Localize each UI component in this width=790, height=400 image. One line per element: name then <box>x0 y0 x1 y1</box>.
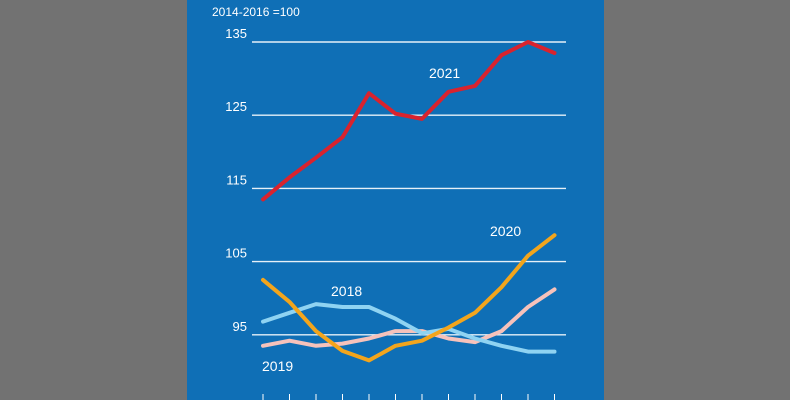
y-tick-label: 135 <box>225 26 247 41</box>
y-axis-tick-labels: 95 105 115 125 135 <box>225 26 247 334</box>
y-tick-label: 105 <box>225 246 247 261</box>
series-line-2020 <box>261 233 557 363</box>
y-tick-label: 95 <box>233 319 247 334</box>
series-line-2018 <box>261 302 557 354</box>
series-line-2019 <box>261 287 557 348</box>
series-label-2018: 2018 <box>331 283 362 299</box>
series-label-2019: 2019 <box>262 358 293 374</box>
chart-panel <box>187 0 604 400</box>
gridlines <box>252 41 566 336</box>
series-lines <box>261 40 557 363</box>
y-tick-label: 125 <box>225 99 247 114</box>
series-label-2021: 2021 <box>429 65 460 81</box>
series-labels: 2021 2020 2018 2019 <box>262 65 521 374</box>
series-label-2020: 2020 <box>490 223 521 239</box>
y-tick-label: 115 <box>226 172 247 187</box>
series-line-2021 <box>261 40 557 202</box>
x-axis-ticks <box>262 394 555 400</box>
index-base-note: 2014-2016 =100 <box>212 5 300 19</box>
